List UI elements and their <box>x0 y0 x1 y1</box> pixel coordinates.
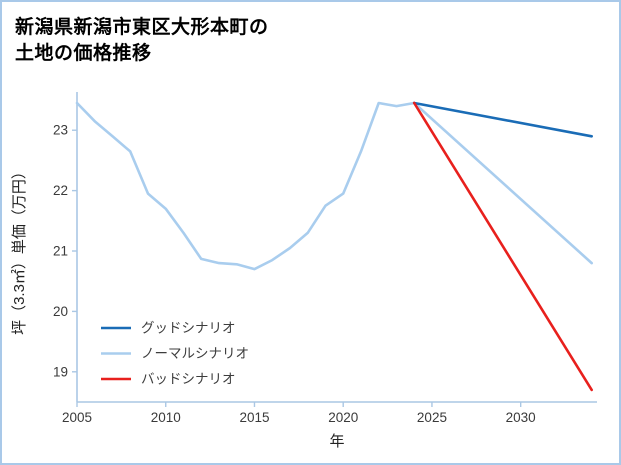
series-line-good <box>412 101 594 138</box>
y-tick-label: 19 <box>53 364 68 379</box>
legend-label-bad: バッドシナリオ <box>141 372 236 387</box>
series-line-normal <box>75 101 594 271</box>
legend-label-normal: ノーマルシナリオ <box>141 346 249 361</box>
legend-label-good: グッドシナリオ <box>141 321 236 336</box>
y-tick-label: 23 <box>53 123 68 138</box>
chart-title: 新潟県新潟市東区大形本町の 土地の価格推移 <box>15 15 269 67</box>
x-tick-label: 2030 <box>506 410 536 425</box>
x-tick-label: 2010 <box>151 410 181 425</box>
x-tick-label: 2025 <box>417 410 447 425</box>
series-line-bad <box>412 101 594 392</box>
chart-title-line1: 新潟県新潟市東区大形本町の <box>15 17 269 38</box>
y-tick-label: 22 <box>53 183 68 198</box>
chart-title-line2: 土地の価格推移 <box>15 43 152 65</box>
x-tick-label: 2015 <box>239 410 269 425</box>
y-tick-label: 20 <box>53 304 68 319</box>
x-tick-label: 2005 <box>62 410 92 425</box>
y-axis-title: 坪（3.3㎡）単価（万円） <box>11 164 28 335</box>
x-axis-title: 年 <box>329 433 344 450</box>
y-tick-label: 21 <box>53 244 68 259</box>
x-tick-label: 2020 <box>328 410 358 425</box>
